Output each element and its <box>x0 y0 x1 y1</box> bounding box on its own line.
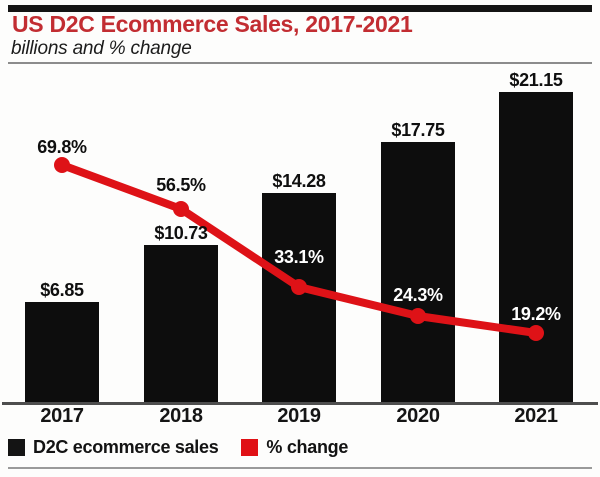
legend-label-pct-change: % change <box>266 437 349 457</box>
chart-subtitle: billions and % change <box>11 38 192 59</box>
sales-bar-2021 <box>499 92 573 403</box>
x-axis-line <box>2 402 598 405</box>
legend-item-sales: D2C ecommerce sales <box>8 437 219 458</box>
sales-bar-2019 <box>262 193 336 403</box>
bar-value-label: $17.75 <box>391 120 445 140</box>
sales-bar-2020 <box>381 142 455 403</box>
x-axis-label: 2020 <box>396 405 440 427</box>
header-divider <box>8 62 592 64</box>
pct-change-label: 24.3% <box>393 285 443 305</box>
legend-swatch-pct-change <box>241 439 259 456</box>
legend-swatch-sales <box>8 439 25 456</box>
x-axis-label: 2018 <box>159 405 203 427</box>
legend-label-sales: D2C ecommerce sales <box>33 437 219 457</box>
legend-item-pct-change: % change <box>241 437 348 458</box>
pct-change-label: 69.8% <box>37 137 87 157</box>
pct-change-label: 56.5% <box>156 175 206 195</box>
x-axis-label: 2021 <box>514 405 558 427</box>
bottom-divider <box>8 467 592 469</box>
x-axis-label: 2017 <box>40 405 84 427</box>
bar-value-label: $6.85 <box>40 280 84 300</box>
sales-bar-2018 <box>144 245 218 403</box>
line-point-2018 <box>173 201 189 217</box>
line-point-2017 <box>54 157 70 173</box>
chart-title: US D2C Ecommerce Sales, 2017-2021 <box>12 11 413 37</box>
bar-value-label: $21.15 <box>509 70 563 90</box>
x-axis-label: 2019 <box>277 405 321 427</box>
bar-value-label: $10.73 <box>154 223 208 243</box>
legend: D2C ecommerce sales % change <box>8 437 348 458</box>
pct-change-label: 19.2% <box>511 304 561 324</box>
pct-change-label: 33.1% <box>274 247 324 267</box>
top-rule <box>8 5 592 12</box>
sales-bar-2017 <box>25 302 99 403</box>
bar-value-label: $14.28 <box>272 171 326 191</box>
